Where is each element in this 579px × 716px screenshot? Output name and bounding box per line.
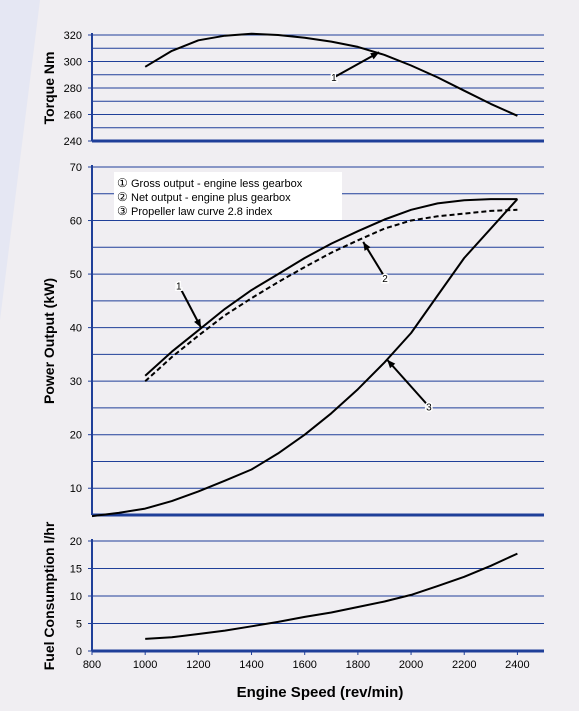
- x-tick-label: 2000: [399, 659, 423, 671]
- series-line-2: [144, 208, 518, 382]
- series-line-1: [144, 32, 518, 117]
- x-tick-label: 1200: [186, 659, 210, 671]
- panel-2: 0 5 10 15 20 Fuel Consumption l/hr: [41, 521, 544, 670]
- legend-marker: ①: [117, 176, 128, 190]
- legend-entry: Gross output - engine less gearbox: [131, 178, 303, 190]
- y-tick-label: 240: [64, 136, 82, 148]
- annotation-label: 1: [331, 73, 337, 84]
- y-tick-label: 30: [70, 376, 82, 388]
- legend-entry: Net output - engine plus gearbox: [131, 192, 291, 204]
- annotation-arrowhead: [194, 318, 202, 328]
- annotation-arrowhead: [387, 359, 396, 369]
- y-tick-label: 280: [64, 83, 82, 95]
- y-tick-label: 20: [70, 430, 82, 442]
- annotation-arrowhead: [370, 52, 380, 60]
- x-tick-label: 1600: [292, 659, 316, 671]
- watermark-shape: [0, 0, 40, 320]
- y-tick-label: 10: [70, 483, 82, 495]
- y-tick-label: 60: [70, 216, 82, 228]
- legend-entry: Propeller law curve 2.8 index: [131, 206, 273, 218]
- y-axis-label: Power Output (kW): [41, 278, 57, 404]
- annotation-label: 1: [176, 282, 182, 293]
- y-tick-label: 260: [64, 110, 82, 122]
- x-tick-label: 2200: [452, 659, 476, 671]
- annotation-arrow: [333, 51, 380, 79]
- series-line-3: [91, 198, 519, 518]
- y-tick-label: 70: [70, 162, 82, 174]
- y-tick-label: 0: [76, 646, 82, 658]
- x-tick-label: 1400: [239, 659, 263, 671]
- y-tick-label: 20: [70, 536, 82, 548]
- series-line-1: [144, 198, 518, 377]
- legend-marker: ②: [117, 190, 128, 204]
- legend-marker: ③: [117, 204, 128, 218]
- y-axis-label: Fuel Consumption l/hr: [41, 521, 57, 670]
- y-axis-label: Torque Nm: [41, 52, 57, 125]
- legend-box: [114, 172, 342, 220]
- x-tick-label: 2400: [505, 659, 529, 671]
- panel-0: 240 260 280 300 320 Torque Nm 1: [41, 30, 544, 148]
- x-tick-label: 1800: [346, 659, 370, 671]
- series-line-fuel: [145, 552, 518, 640]
- annotation-label: 2: [382, 274, 388, 285]
- x-tick-label: 1000: [133, 659, 157, 671]
- y-tick-label: 320: [64, 30, 82, 42]
- x-axis-label: Engine Speed (rev/min): [237, 684, 404, 701]
- y-tick-label: 10: [70, 591, 82, 603]
- annotation-arrowhead: [363, 241, 371, 251]
- y-tick-label: 15: [70, 564, 82, 576]
- annotation-label: 3: [426, 403, 432, 414]
- y-tick-label: 5: [76, 619, 82, 631]
- y-tick-label: 300: [64, 57, 82, 69]
- panel-1: 10 20 30 40 50 60 70 Power Output (kW) 1 2 3 ① Gross…: [41, 162, 544, 518]
- annotation-arrow: [386, 359, 430, 408]
- x-tick-label: 800: [83, 659, 101, 671]
- y-tick-label: 40: [70, 323, 82, 335]
- y-tick-label: 50: [70, 269, 82, 281]
